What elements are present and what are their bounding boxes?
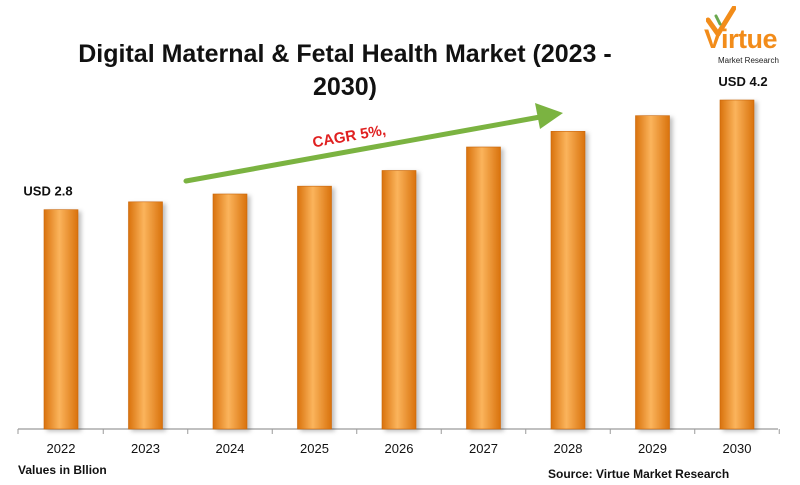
x-tick-label-2022: 2022 [47,441,76,456]
virtue-logo: Virtue Market Research [704,6,794,72]
logo-wordmark: Virtue [704,24,778,54]
x-tick-label-2025: 2025 [300,441,329,456]
data-label-2022: USD 2.8 [23,184,72,199]
x-tick-label-2028: 2028 [554,441,583,456]
units-note: Values in Bllion [18,463,107,477]
bar-2024 [212,193,248,430]
source-note: Source: Virtue Market Research [548,467,730,481]
logo-subtext: Market Research [718,56,779,65]
bar-2028 [550,131,586,430]
chart-title-line-2: 2030) [313,73,377,101]
x-tick-label-2027: 2027 [469,441,498,456]
chart-title-line-1: Digital Maternal & Fetal Health Market (… [78,40,612,68]
x-tick-label-2023: 2023 [131,441,160,456]
x-tick-label-2029: 2029 [638,441,667,456]
bar-2026 [381,170,417,430]
data-label-2030: USD 4.2 [718,74,767,89]
x-tick-label-2024: 2024 [216,441,245,456]
bar-2025 [297,185,332,430]
cagr-arrow-shaft [183,114,543,184]
bar-2022 [43,209,79,430]
bar-2023 [128,201,163,430]
bar-2029 [635,115,670,430]
bar-2027 [466,146,501,430]
bar-2030 [719,99,755,430]
x-tick-label-2030: 2030 [723,441,752,456]
chart-title: Digital Maternal & Fetal Health Market (… [40,38,650,104]
cagr-arrow-head [535,103,563,129]
x-tick-label-2026: 2026 [385,441,414,456]
logo-mark-icon [706,6,736,36]
